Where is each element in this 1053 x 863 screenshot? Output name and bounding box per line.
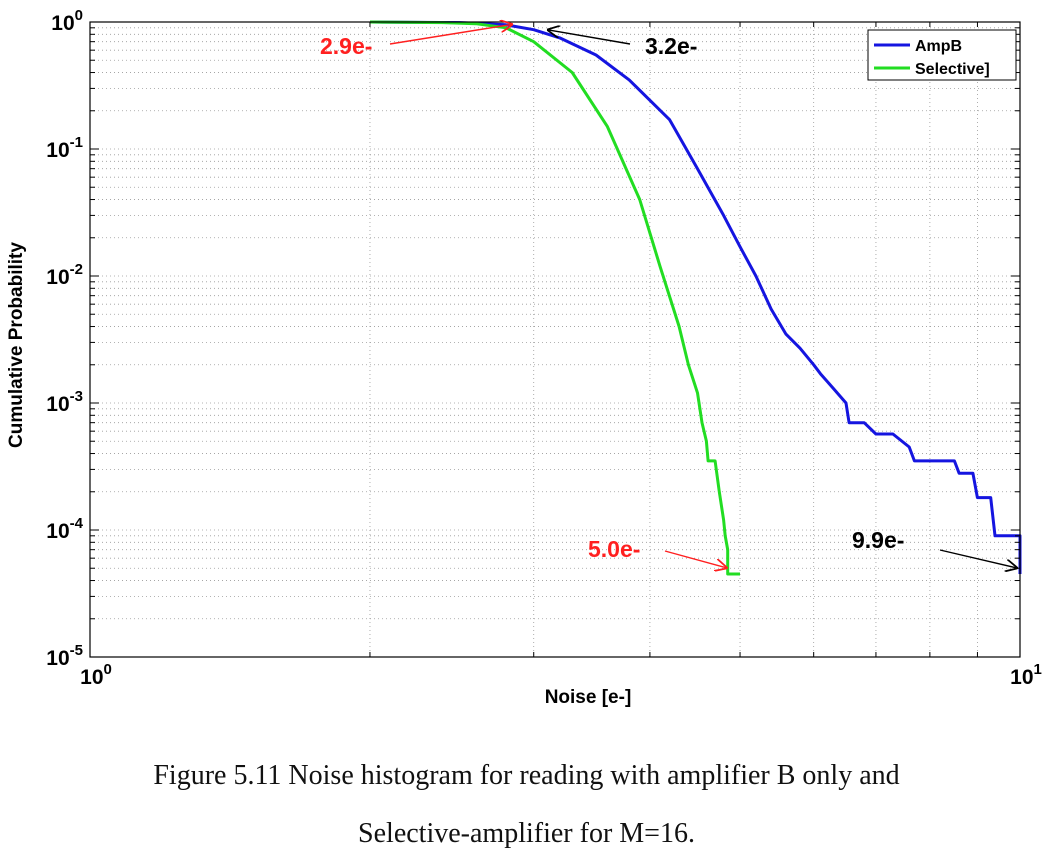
annotation-label: 3.2e- bbox=[645, 33, 697, 59]
y-tick-label: 10-5 bbox=[46, 642, 83, 670]
plot-frame bbox=[89, 21, 1021, 658]
x-tick-label: 101 bbox=[1010, 661, 1042, 689]
series-line-ampb bbox=[369, 20, 1022, 574]
x-axis-label: Noise [e-] bbox=[545, 687, 632, 708]
legend: AmpB Selective] bbox=[867, 29, 1017, 81]
figure-caption-line-2: Selective-amplifier for M=16. bbox=[358, 818, 695, 849]
y-tick-label: 10-1 bbox=[46, 134, 83, 162]
annotation-arrow bbox=[389, 24, 513, 45]
annotation-arrow bbox=[664, 550, 728, 568]
legend-label-ampb: AmpB bbox=[915, 38, 962, 55]
figure-caption-line-1: Figure 5.11 Noise histogram for reading … bbox=[153, 760, 900, 791]
plot-area bbox=[90, 22, 1020, 657]
grid bbox=[90, 22, 1020, 657]
y-tick-label: 10-3 bbox=[46, 388, 83, 416]
y-tick-label: 10-2 bbox=[46, 261, 83, 289]
series-lines bbox=[369, 20, 1022, 576]
annotations: 2.9e- 3.2e- 5.0e- 9.9e- bbox=[320, 24, 1018, 568]
annotation-arrow bbox=[547, 30, 631, 45]
legend-box bbox=[867, 29, 1017, 81]
legend-label-selective: Selective] bbox=[915, 61, 990, 78]
series-line-selective bbox=[369, 20, 740, 576]
y-axis-label: Cumulative Probability bbox=[6, 242, 27, 448]
annotation-arrow bbox=[939, 549, 1018, 568]
x-tick-label: 100 bbox=[80, 661, 112, 689]
annotation-label: 2.9e- bbox=[320, 33, 372, 59]
annotation-label: 5.0e- bbox=[588, 536, 640, 562]
annotation-label: 9.9e- bbox=[852, 527, 904, 553]
y-tick-label: 10-4 bbox=[46, 515, 83, 543]
y-tick-label: 100 bbox=[51, 7, 83, 35]
